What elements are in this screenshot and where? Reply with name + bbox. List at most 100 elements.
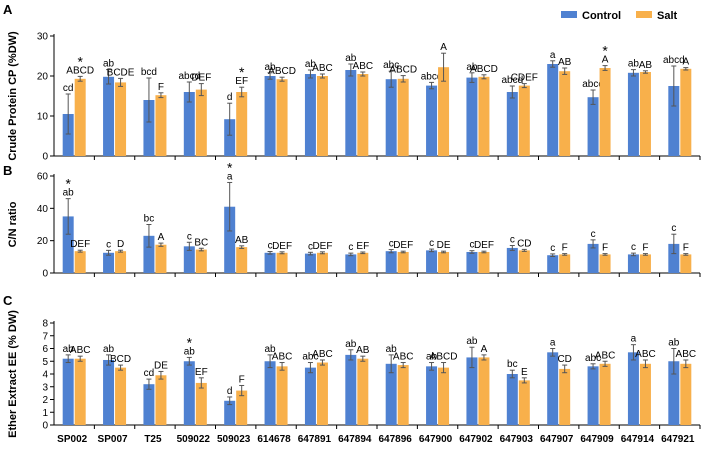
bar-control [143, 235, 155, 273]
significance-letter-salt: EF [195, 367, 208, 378]
significance-letter-control: ab [668, 338, 680, 349]
y-tick-label: 8 [42, 319, 48, 330]
y-tick-label: 0 [42, 152, 48, 163]
significance-letter-control: ab [628, 59, 640, 70]
bar-control [466, 77, 478, 156]
significance-letter-salt: ABCD [66, 65, 94, 76]
significance-letter-salt: DEF [272, 241, 292, 252]
bar-salt [478, 357, 490, 425]
significance-letter-control: ab [265, 62, 277, 73]
bar-control [506, 247, 518, 273]
significance-letter-salt: BC [194, 237, 208, 248]
significance-letter-control: a [550, 338, 556, 349]
panel-letter: A [3, 2, 13, 17]
legend-swatch-control [561, 11, 577, 18]
bar-salt [316, 252, 328, 273]
significance-letter-control: ab [345, 53, 357, 64]
bar-control [345, 254, 357, 273]
x-tick-label: T25 [144, 434, 162, 445]
bar-salt [155, 375, 167, 425]
bar-control [547, 64, 559, 156]
significance-letter-salt: A [682, 57, 689, 68]
significance-letter-salt: F [602, 243, 608, 254]
bar-salt [599, 363, 611, 425]
bar-salt [639, 254, 651, 273]
bar-control [62, 358, 74, 425]
bar-salt [478, 76, 490, 156]
y-tick-label: 6 [42, 344, 48, 355]
significance-letter-salt: CDEF [511, 73, 538, 84]
bar-control [627, 352, 639, 425]
significance-letter-control: c [591, 229, 596, 240]
bar-salt [438, 67, 450, 156]
x-tick-label: 647909 [580, 434, 614, 445]
bar-control [587, 366, 599, 425]
significance-letter-salt: ABCD [430, 352, 458, 363]
significance-letter-salt: EF [235, 76, 248, 87]
legend: Control Salt [561, 10, 678, 22]
bar-control [62, 216, 74, 273]
significance-letter-control: c [631, 242, 636, 253]
significance-letter-salt: ABC [393, 352, 414, 363]
significance-letter-salt: ABC [676, 349, 697, 360]
bar-salt [276, 252, 288, 273]
significance-letter-control: ab [103, 59, 115, 70]
significance-letter-control: bc [507, 359, 518, 370]
significance-letter-salt: F [642, 243, 648, 254]
significance-letter-control: abcd [582, 79, 604, 90]
significance-letter-control: c [389, 239, 394, 250]
x-tick-label: 647894 [338, 434, 372, 445]
significance-letter-salt: DEF [70, 239, 90, 250]
bar-control [264, 361, 276, 425]
significance-star: * [187, 334, 193, 350]
y-tick-label: 2 [42, 395, 48, 406]
significance-letter-salt: AB [639, 60, 653, 71]
panel-letter: C [3, 293, 13, 308]
significance-letter-control: c [469, 240, 474, 251]
significance-letter-salt: A [440, 42, 447, 53]
significance-letter-control: abcd [501, 75, 523, 86]
bar-salt [599, 68, 611, 156]
significance-letter-control: bc [144, 214, 155, 225]
x-tick-label: 647903 [500, 434, 534, 445]
significance-letter-control: ab [386, 344, 398, 355]
significance-letter-salt: ABCD [389, 65, 417, 76]
bar-control [627, 254, 639, 273]
bar-control [103, 252, 115, 273]
bar-control [264, 76, 276, 156]
bar-salt [518, 380, 530, 425]
bar-salt [397, 251, 409, 273]
significance-letter-control: a [631, 334, 637, 345]
bar-control [345, 70, 357, 156]
significance-letter-salt: ABCD [268, 66, 296, 77]
bar-control [426, 366, 438, 425]
significance-letter-control: c [106, 239, 111, 250]
bar-control [183, 246, 195, 273]
bar-salt [115, 367, 127, 425]
significance-letter-salt: A [481, 344, 488, 355]
significance-letter-control: ab [63, 188, 75, 199]
y-tick-label: 0 [42, 269, 48, 280]
bar-salt [276, 366, 288, 425]
bar-control [103, 76, 115, 156]
bar-salt [680, 254, 692, 273]
bar-salt [276, 79, 288, 156]
significance-letter-control: cd [144, 368, 155, 379]
bar-control [62, 114, 74, 156]
y-tick-label: 0 [42, 421, 48, 432]
y-tick-label: 5 [42, 357, 48, 368]
significance-letter-salt: EF [356, 241, 369, 252]
y-tick-label: 20 [37, 72, 49, 83]
significance-letter-control: abcd [421, 71, 443, 82]
x-tick-label: SP007 [98, 434, 128, 445]
significance-letter-salt: F [562, 243, 568, 254]
x-tick-label: 509023 [217, 434, 251, 445]
significance-letter-control: c [187, 231, 192, 242]
bar-control [345, 354, 357, 425]
significance-letter-control: abc [585, 353, 601, 364]
y-axis-title: Ether Extract EE (% DW) [7, 310, 19, 438]
